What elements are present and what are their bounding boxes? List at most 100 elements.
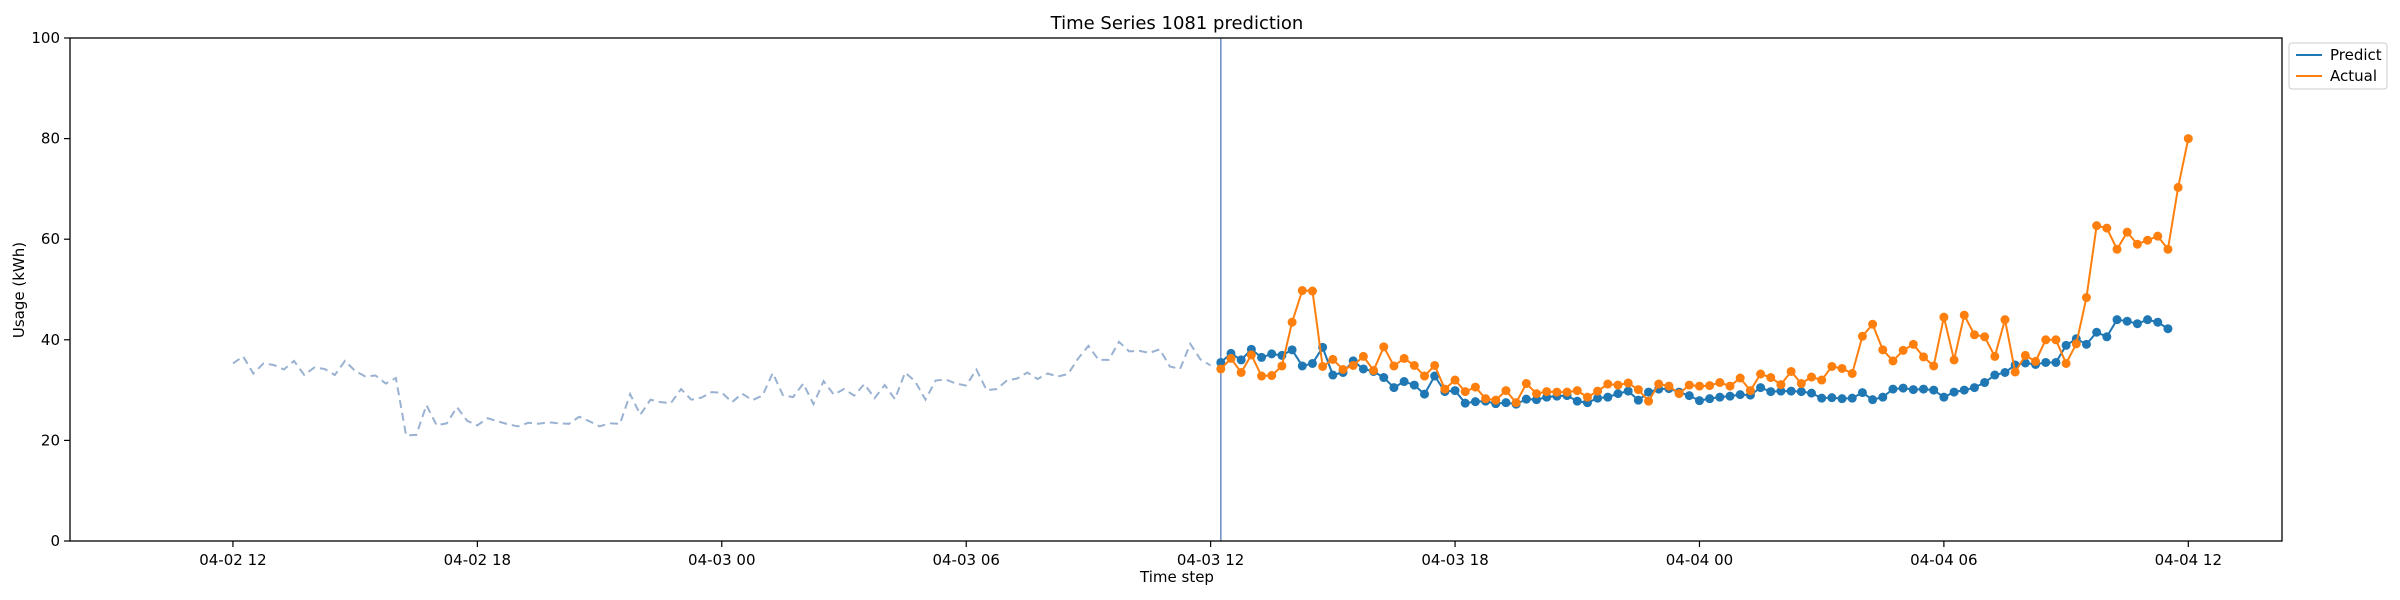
actual-point-19	[1409, 360, 1419, 370]
predict-point-41	[1633, 395, 1643, 405]
predict-point-54	[1766, 387, 1776, 397]
predict-point-16	[1379, 373, 1389, 383]
predict-point-35	[1572, 396, 1582, 406]
actual-point-22	[1440, 384, 1450, 394]
actual-point-73	[1959, 310, 1969, 320]
actual-point-61	[1837, 363, 1847, 373]
actual-point-3	[1246, 350, 1256, 360]
predict-point-91	[2143, 315, 2153, 325]
predict-point-51	[1735, 390, 1745, 400]
actual-point-55	[1776, 380, 1786, 390]
x-tick-label-2: 04-03 00	[688, 551, 755, 569]
actual-point-40	[1623, 378, 1633, 388]
predict-point-67	[1898, 383, 1908, 393]
actual-point-75	[1980, 332, 1990, 342]
predict-point-86	[2092, 327, 2102, 337]
actual-point-90	[2132, 239, 2142, 249]
predict-point-47	[1694, 396, 1704, 406]
actual-point-39	[1613, 380, 1623, 390]
predict-point-60	[1827, 393, 1837, 403]
actual-point-52	[1745, 386, 1755, 396]
x-tick-label-1: 04-02 18	[444, 551, 511, 569]
actual-point-92	[2153, 231, 2163, 241]
actual-point-65	[1878, 345, 1888, 355]
predict-point-66	[1888, 384, 1898, 394]
predict-point-39	[1613, 389, 1623, 399]
y-tick-label-80: 80	[41, 130, 60, 148]
actual-point-88	[2112, 244, 2122, 254]
y-tick-label-100: 100	[31, 29, 60, 47]
predict-point-71	[1939, 392, 1949, 402]
actual-point-48	[1705, 381, 1715, 391]
actual-point-57	[1796, 379, 1806, 389]
actual-point-85	[2081, 293, 2091, 303]
actual-point-51	[1735, 373, 1745, 383]
predict-point-38	[1603, 392, 1613, 402]
predict-point-72	[1949, 387, 1959, 397]
predict-point-37	[1593, 393, 1603, 403]
actual-point-24	[1460, 387, 1470, 397]
predict-point-48	[1705, 394, 1715, 404]
predict-point-40	[1623, 386, 1633, 396]
predict-point-85	[2081, 339, 2091, 349]
actual-point-38	[1603, 379, 1613, 389]
predict-point-55	[1776, 386, 1786, 396]
actual-point-94	[2173, 182, 2183, 192]
predict-point-69	[1919, 384, 1929, 394]
predict-point-76	[1990, 370, 2000, 380]
actual-point-8	[1297, 286, 1307, 296]
actual-point-35	[1572, 386, 1582, 396]
actual-point-29	[1511, 398, 1521, 408]
actual-point-12	[1338, 364, 1348, 374]
actual-point-93	[2163, 244, 2173, 254]
actual-point-63	[1857, 331, 1867, 341]
actual-point-62	[1847, 369, 1857, 378]
predict-point-46	[1684, 391, 1694, 401]
actual-point-21	[1430, 360, 1440, 370]
actual-point-10	[1318, 361, 1328, 371]
actual-point-31	[1532, 389, 1542, 399]
x-tick-label-8: 04-04 12	[2155, 551, 2222, 569]
legend-actual-label: Actual	[2330, 67, 2377, 85]
predict-point-30	[1521, 394, 1531, 404]
predict-point-63	[1857, 388, 1867, 398]
predict-point-62	[1847, 393, 1857, 403]
actual-point-36	[1582, 392, 1592, 402]
actual-point-45	[1674, 389, 1684, 399]
predict-point-0	[1216, 357, 1226, 367]
predict-point-75	[1980, 378, 1990, 388]
predict-point-58	[1806, 388, 1816, 398]
actual-point-6	[1277, 361, 1287, 371]
predict-point-42	[1644, 387, 1654, 397]
actual-point-72	[1949, 355, 1959, 365]
y-tick-label-60: 60	[41, 230, 60, 248]
predict-point-65	[1878, 392, 1888, 402]
predict-point-5	[1267, 349, 1277, 359]
predict-point-56	[1786, 386, 1796, 396]
chart-title: Time Series 1081 prediction	[1050, 13, 1304, 34]
actual-point-84	[2071, 339, 2081, 349]
predict-point-25	[1470, 397, 1480, 407]
actual-point-25	[1470, 382, 1480, 392]
actual-point-42	[1644, 396, 1654, 406]
actual-point-81	[2041, 335, 2051, 345]
history-series-line	[232, 340, 1212, 437]
actual-point-77	[2000, 315, 2010, 325]
predict-point-20	[1419, 389, 1429, 399]
predict-point-57	[1796, 387, 1806, 397]
actual-point-86	[2092, 221, 2102, 231]
actual-point-87	[2102, 223, 2112, 233]
actual-point-68	[1908, 339, 1918, 349]
actual-point-43	[1654, 379, 1664, 389]
predict-point-64	[1868, 395, 1878, 405]
actual-point-47	[1694, 381, 1704, 391]
actual-point-41	[1633, 385, 1643, 395]
predict-point-14	[1358, 364, 1368, 374]
predict-point-18	[1399, 377, 1409, 387]
predict-point-28	[1501, 398, 1511, 408]
actual-point-83	[2061, 358, 2071, 368]
predict-point-89	[2122, 316, 2132, 326]
actual-point-58	[1806, 372, 1816, 382]
actual-point-80	[2031, 356, 2041, 366]
y-tick-label-20: 20	[41, 431, 60, 449]
